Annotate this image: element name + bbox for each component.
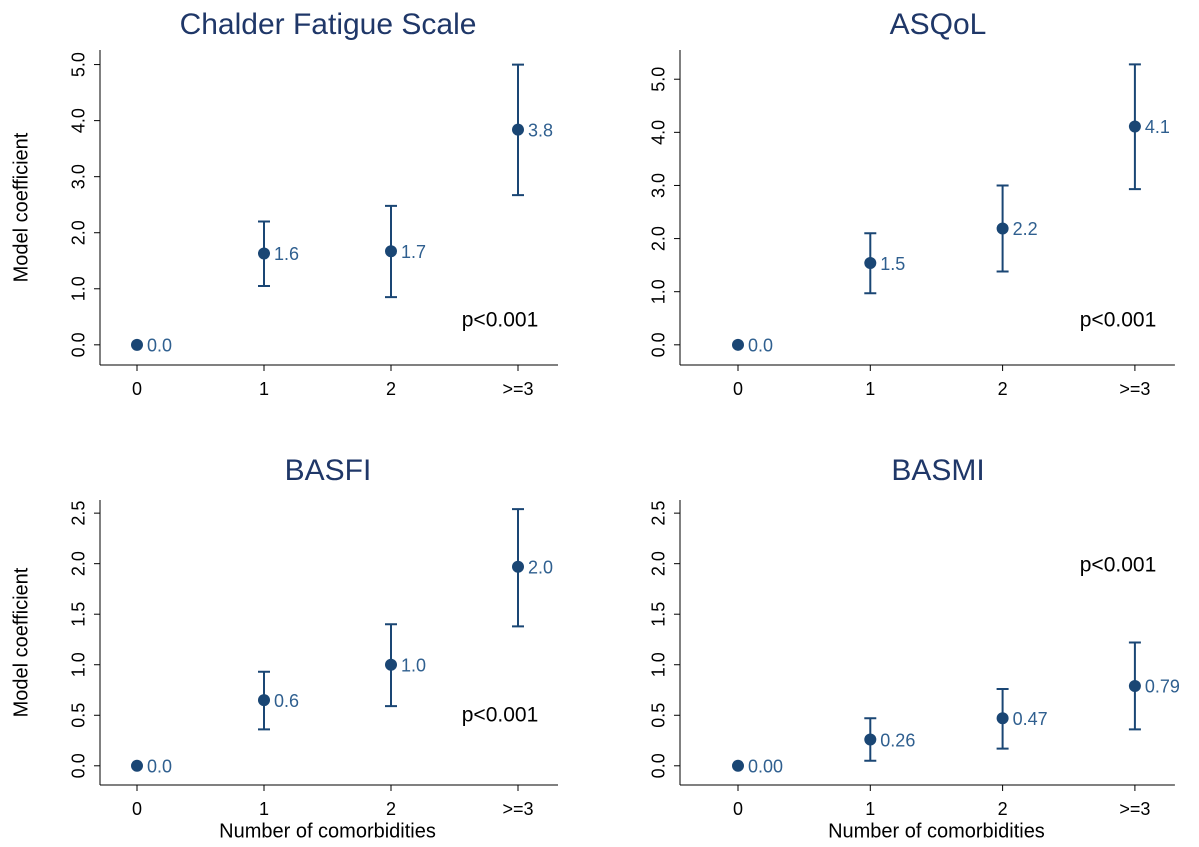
x-tick-label: 0 [733, 379, 743, 399]
y-tick-label: 1.5 [69, 602, 89, 627]
y-axis-label: Model coefficient [10, 567, 32, 717]
panel-title: Chalder Fatigue Scale [180, 8, 477, 41]
point [258, 694, 270, 707]
value-label: 0.26 [880, 730, 915, 750]
x-tick-label: >=3 [502, 379, 533, 399]
x-tick-label: 0 [132, 799, 142, 819]
y-tick-label: 4.0 [69, 108, 89, 133]
value-label: 0.47 [1013, 709, 1048, 729]
x-tick-label: 1 [259, 379, 269, 399]
y-tick-label: 0.0 [69, 753, 89, 778]
value-label: 0.0 [147, 336, 172, 356]
value-label: 4.1 [1145, 117, 1170, 137]
x-tick-label: 1 [259, 799, 269, 819]
y-tick-label: 2.5 [69, 501, 89, 526]
y-tick-label: 1.0 [69, 276, 89, 301]
y-tick-label: 3.0 [69, 164, 89, 189]
annotation: p<0.001 [1080, 554, 1157, 577]
value-label: 2.0 [528, 557, 553, 577]
point [996, 712, 1009, 725]
annotation: p<0.001 [462, 309, 539, 332]
y-tick-label: 0.0 [69, 332, 89, 357]
point [512, 560, 524, 573]
x-tick-label: 2 [386, 379, 396, 399]
y-tick-label: 3.0 [649, 173, 669, 198]
point [996, 222, 1009, 235]
point [864, 733, 877, 746]
y-tick-label: 1.0 [649, 279, 669, 304]
x-tick-label: 1 [865, 379, 875, 399]
value-label: 1.5 [880, 254, 905, 274]
value-label: 1.0 [401, 655, 426, 675]
point [131, 759, 143, 772]
y-tick-label: 2.0 [649, 226, 669, 251]
y-tick-label: 2.0 [69, 220, 89, 245]
y-tick-label: 4.0 [649, 120, 669, 145]
y-tick-label: 2.0 [649, 551, 669, 576]
value-label: 0.00 [748, 757, 783, 777]
y-tick-label: 1.5 [649, 602, 669, 627]
y-tick-label: 1.0 [69, 652, 89, 677]
point [732, 759, 744, 772]
annotation: p<0.001 [462, 704, 539, 727]
y-tick-label: 5.0 [649, 67, 669, 92]
x-tick-label: 2 [998, 379, 1008, 399]
value-label: 1.6 [274, 244, 299, 264]
panel-title: BASMI [891, 454, 984, 487]
value-label: 3.8 [528, 120, 553, 140]
y-tick-label: 0.0 [649, 753, 669, 778]
y-tick-label: 5.0 [69, 52, 89, 77]
value-label: 0.0 [748, 336, 773, 356]
point [131, 338, 143, 351]
value-label: 0.6 [274, 691, 299, 711]
y-tick-label: 0.5 [69, 703, 89, 728]
y-tick-label: 0.0 [649, 332, 669, 357]
x-tick-label: 1 [865, 799, 875, 819]
point [512, 123, 524, 136]
y-tick-label: 2.5 [649, 501, 669, 526]
point [258, 247, 270, 260]
value-label: 2.2 [1013, 219, 1038, 239]
point [385, 245, 397, 258]
point [1128, 679, 1141, 692]
point [732, 338, 744, 351]
x-axis-label: Number of comorbidities [828, 820, 1045, 842]
y-tick-label: 1.0 [649, 652, 669, 677]
x-tick-label: >=3 [1119, 799, 1150, 819]
x-tick-label: 0 [733, 799, 743, 819]
point [385, 658, 397, 671]
x-tick-label: 2 [998, 799, 1008, 819]
x-tick-label: 2 [386, 799, 396, 819]
point [864, 257, 877, 270]
panel-title: ASQoL [890, 8, 987, 41]
annotation: p<0.001 [1080, 309, 1157, 332]
value-label: 0.0 [147, 757, 172, 777]
x-tick-label: >=3 [502, 799, 533, 819]
x-axis-label: Number of comorbidities [219, 820, 436, 842]
y-axis-label: Model coefficient [10, 132, 32, 282]
value-label: 0.79 [1145, 677, 1180, 697]
panel-title: BASFI [285, 454, 372, 487]
y-tick-label: 0.5 [649, 703, 669, 728]
x-tick-label: 0 [132, 379, 142, 399]
value-label: 1.7 [401, 242, 426, 262]
y-tick-label: 2.0 [69, 551, 89, 576]
x-tick-label: >=3 [1119, 379, 1150, 399]
point [1128, 120, 1141, 133]
